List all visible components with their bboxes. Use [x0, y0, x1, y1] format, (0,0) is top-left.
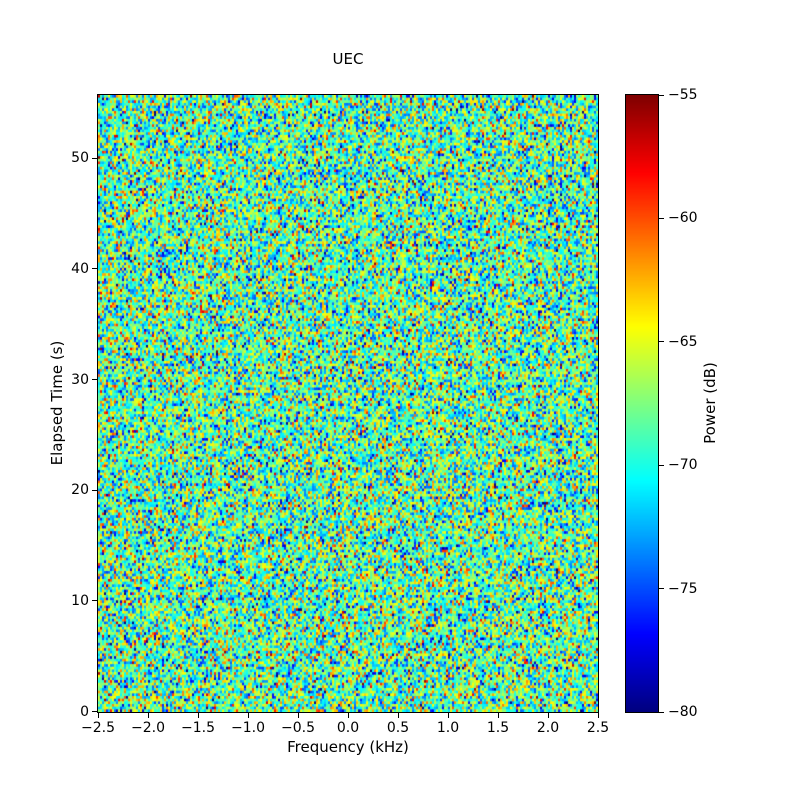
x-tick-label: 1.5 — [486, 720, 510, 736]
colorbar-tick-label: −65 — [668, 333, 698, 350]
x-tick-label: 2.5 — [586, 720, 610, 736]
x-tick-label: −0.5 — [281, 720, 315, 736]
x-tick-label: −2.5 — [81, 720, 115, 736]
title-line-main: UEC — [332, 49, 364, 68]
colorbar-tick-mark — [659, 464, 664, 466]
x-tick-mark — [297, 713, 299, 718]
y-axis-label: Elapsed Time (s) — [48, 340, 66, 466]
y-tick-mark — [92, 268, 97, 270]
x-tick-mark — [247, 713, 249, 718]
y-tick-label: 40 — [71, 260, 89, 277]
x-tick-label: 0.0 — [336, 720, 360, 736]
colorbar-tick-label: −60 — [668, 210, 698, 227]
x-tick-label: 0.5 — [386, 720, 410, 736]
x-tick-mark — [547, 713, 549, 718]
colorbar-tick-mark — [659, 94, 664, 96]
colorbar-tick-label: −75 — [668, 580, 698, 597]
colorbar-tick-label: −80 — [668, 704, 698, 720]
x-tick-mark — [97, 713, 99, 718]
colorbar-tick-mark — [659, 588, 664, 590]
x-tick-label: 2.0 — [536, 720, 560, 736]
plot-area — [97, 94, 599, 713]
x-tick-mark — [447, 713, 449, 718]
y-tick-mark — [92, 379, 97, 381]
y-tick-label: 50 — [71, 150, 89, 167]
colorbar-tick-label: −70 — [668, 457, 698, 474]
x-tick-mark — [597, 713, 599, 718]
y-tick-label: 10 — [71, 592, 89, 609]
x-axis-label: Frequency (kHz) — [287, 738, 409, 756]
colorbar — [625, 94, 659, 713]
y-tick-mark — [92, 711, 97, 712]
x-tick-mark — [497, 713, 499, 718]
spectrogram-heatmap — [98, 95, 598, 712]
y-tick-label: 30 — [71, 371, 89, 388]
y-tick-mark — [92, 489, 97, 491]
y-tick-mark — [92, 600, 97, 602]
x-tick-label: 1.0 — [436, 720, 460, 736]
x-tick-mark — [347, 713, 349, 718]
colorbar-tick-mark — [659, 341, 664, 343]
colorbar-tick-mark — [659, 217, 664, 219]
x-tick-mark — [397, 713, 399, 718]
x-tick-label: −1.0 — [231, 720, 265, 736]
x-tick-mark — [197, 713, 199, 718]
x-tick-label: −2.0 — [131, 720, 165, 736]
colorbar-gradient — [626, 95, 658, 712]
y-tick-label: 20 — [71, 482, 89, 499]
y-tick-mark — [92, 157, 97, 159]
x-tick-label: −1.5 — [181, 720, 215, 736]
x-tick-mark — [147, 713, 149, 718]
y-tick-label: 0 — [80, 703, 89, 720]
colorbar-tick-label: −55 — [668, 87, 698, 103]
colorbar-tick-mark — [659, 711, 664, 713]
